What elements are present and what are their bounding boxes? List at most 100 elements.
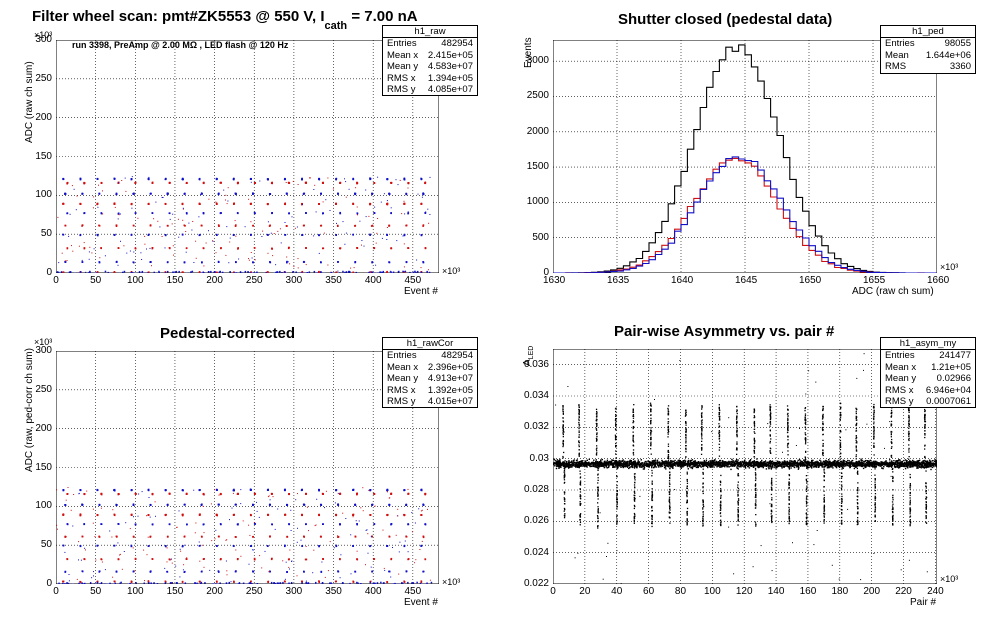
data-point: [420, 545, 422, 547]
data-point: [183, 261, 186, 264]
data-point: [284, 489, 286, 492]
data-point: [340, 554, 342, 556]
data-point: [631, 461, 634, 464]
data-point: [79, 234, 82, 236]
data-point: [897, 459, 900, 462]
data-point: [130, 489, 133, 492]
data-point: [185, 493, 188, 495]
data-point: [335, 513, 337, 516]
data-point: [64, 504, 67, 506]
data-point: [913, 463, 915, 466]
data-point: [261, 236, 263, 237]
data-point: [390, 523, 392, 526]
data-point: [210, 270, 212, 273]
data-point: [95, 272, 98, 273]
data-point: [867, 462, 869, 464]
data-point: [98, 225, 101, 227]
data-point: [900, 461, 902, 463]
data-point: [420, 271, 423, 273]
data-point: [371, 193, 373, 195]
data-point: [339, 558, 341, 561]
data-point: [563, 462, 565, 465]
data-point: [181, 514, 184, 516]
data-point: [172, 271, 174, 273]
data-point: [555, 463, 558, 465]
data-point: [837, 461, 840, 464]
data-point: [373, 182, 375, 184]
data-point: [182, 219, 184, 221]
data-point: [98, 536, 100, 538]
data-point: [68, 235, 70, 237]
data-point: [658, 466, 660, 468]
data-point: [403, 544, 406, 547]
data-point: [825, 459, 827, 462]
stats-key: Mean: [885, 49, 909, 61]
data-point: [130, 271, 133, 273]
data-point: [845, 465, 847, 467]
data-point: [861, 461, 864, 463]
data-point: [882, 467, 884, 470]
data-point: [216, 545, 218, 547]
data-point: [428, 222, 430, 224]
data-point: [264, 550, 266, 552]
data-point: [788, 461, 790, 463]
data-point: [117, 542, 119, 544]
data-point: [356, 550, 358, 552]
data-point: [363, 245, 365, 247]
data-point: [621, 465, 624, 468]
data-point: [730, 468, 732, 471]
data-point: [253, 272, 255, 273]
data-point: [744, 459, 746, 461]
data-point: [269, 224, 271, 227]
data-point: [184, 225, 186, 227]
data-point: [86, 490, 88, 492]
data-point: [349, 582, 351, 584]
data-point: [316, 498, 318, 500]
data-point: [367, 533, 369, 535]
data-point: [649, 464, 651, 467]
stats-row: Mean y 4.913e+07: [383, 373, 477, 384]
data-point: [639, 464, 642, 467]
data-point: [799, 465, 802, 467]
data-point: [112, 576, 114, 578]
data-point: [908, 461, 910, 463]
data-point: [237, 248, 239, 250]
data-point: [593, 459, 595, 461]
data-point: [424, 247, 427, 250]
data-point: [421, 540, 423, 542]
data-point: [140, 272, 143, 273]
data-point: [875, 460, 877, 463]
data-point: [559, 465, 561, 467]
data-point: [846, 464, 848, 467]
data-point: [200, 503, 203, 506]
data-point: [248, 563, 250, 565]
data-point: [149, 247, 151, 249]
data-point: [852, 464, 854, 467]
data-point: [305, 182, 307, 184]
data-point: [182, 208, 184, 210]
data-point: [358, 520, 360, 522]
data-point: [870, 464, 872, 466]
data-point: [871, 461, 873, 463]
data-point: [318, 234, 320, 237]
data-point: [301, 177, 303, 180]
data-point: [319, 535, 322, 538]
data-point: [95, 559, 97, 561]
data-point: [327, 264, 329, 266]
data-point: [179, 576, 181, 578]
data-point: [359, 220, 361, 222]
data-point: [232, 489, 235, 492]
data-point: [296, 541, 298, 543]
data-point: [335, 544, 337, 547]
data-point: [381, 272, 384, 273]
data-point: [205, 242, 207, 244]
data-point: [217, 193, 220, 196]
data-point: [252, 549, 254, 551]
data-point: [797, 464, 800, 466]
x-scale-exponent: ×10³: [442, 266, 461, 276]
data-point: [801, 462, 804, 464]
data-point: [168, 558, 171, 560]
data-point: [780, 464, 782, 466]
data-point: [397, 184, 399, 186]
data-point: [388, 225, 390, 227]
